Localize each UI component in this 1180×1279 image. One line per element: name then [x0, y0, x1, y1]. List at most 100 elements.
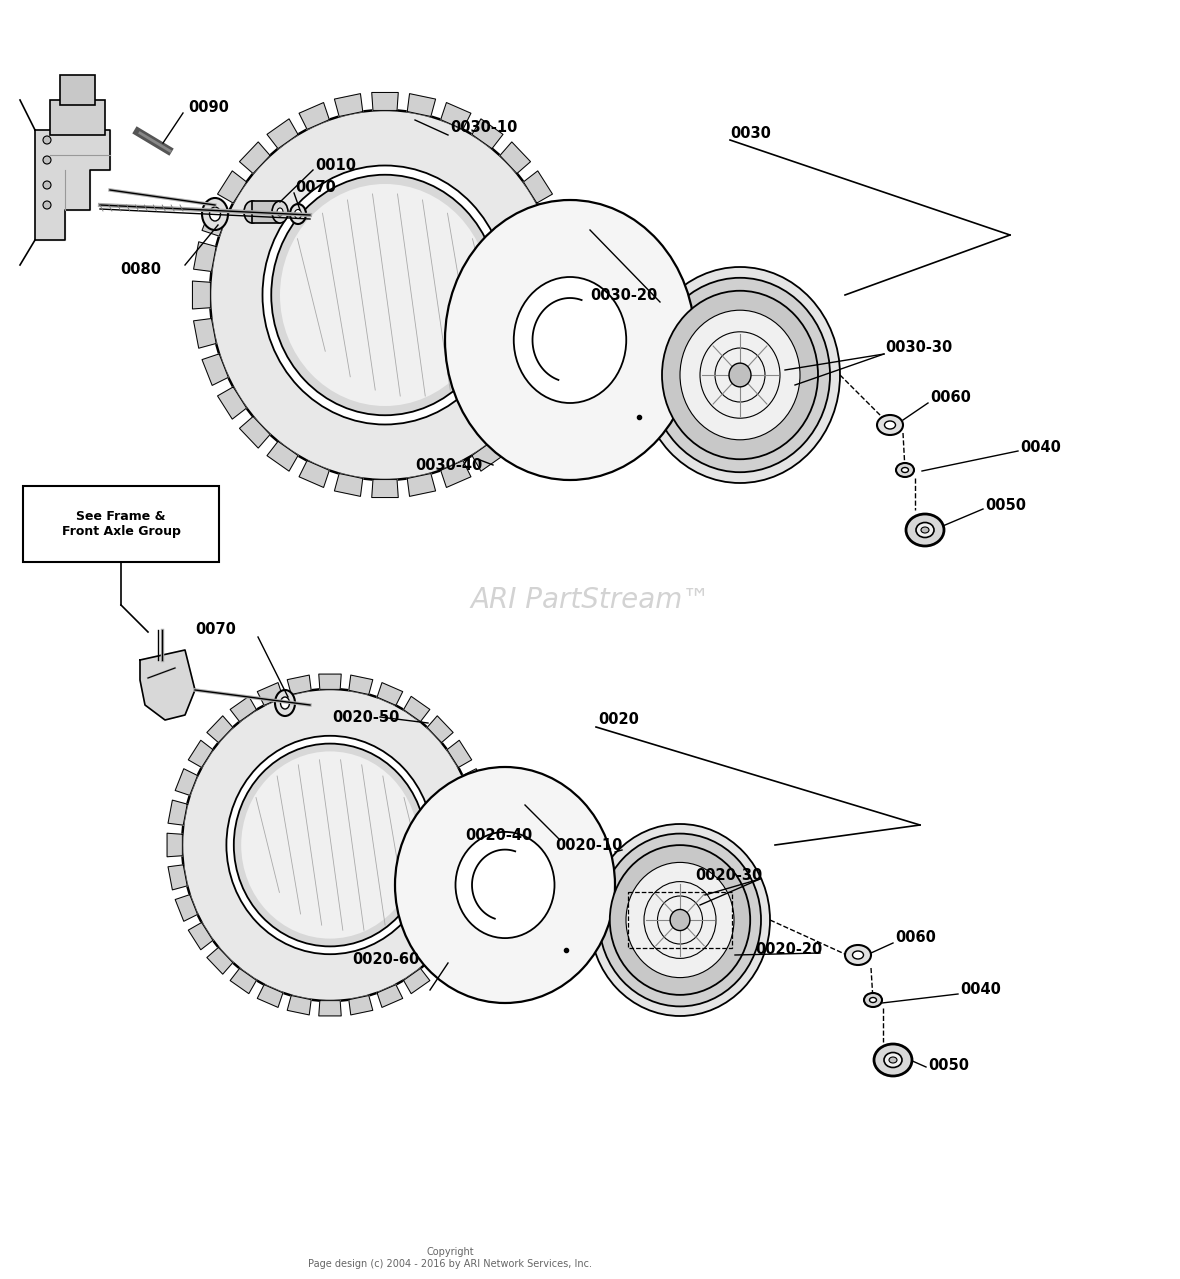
Ellipse shape — [599, 834, 761, 1007]
Bar — [253, 201, 280, 223]
Ellipse shape — [280, 184, 490, 405]
Polygon shape — [472, 119, 503, 148]
Polygon shape — [202, 205, 228, 237]
Text: 0030-40: 0030-40 — [415, 458, 483, 472]
Ellipse shape — [729, 363, 750, 386]
Polygon shape — [202, 354, 228, 385]
Ellipse shape — [210, 110, 560, 480]
Polygon shape — [319, 1000, 341, 1016]
Ellipse shape — [922, 527, 929, 533]
Polygon shape — [194, 242, 216, 271]
Ellipse shape — [640, 267, 840, 483]
Polygon shape — [257, 683, 283, 705]
Ellipse shape — [395, 767, 615, 1003]
Text: 0020-60: 0020-60 — [352, 953, 419, 967]
Ellipse shape — [662, 290, 818, 459]
Ellipse shape — [902, 468, 909, 472]
Ellipse shape — [271, 175, 499, 416]
Polygon shape — [175, 769, 197, 796]
Polygon shape — [427, 716, 453, 743]
Text: 0050: 0050 — [985, 498, 1025, 513]
Ellipse shape — [650, 278, 830, 472]
Text: 0050: 0050 — [927, 1058, 969, 1073]
Polygon shape — [299, 102, 329, 129]
Polygon shape — [168, 801, 188, 825]
Polygon shape — [287, 995, 312, 1016]
Polygon shape — [334, 93, 362, 116]
Polygon shape — [319, 674, 341, 689]
Polygon shape — [287, 675, 312, 694]
Polygon shape — [206, 716, 232, 743]
Ellipse shape — [906, 514, 944, 546]
Ellipse shape — [244, 201, 260, 223]
Ellipse shape — [877, 414, 903, 435]
Polygon shape — [404, 696, 430, 721]
Ellipse shape — [277, 208, 283, 216]
Polygon shape — [542, 205, 568, 237]
Text: 0010: 0010 — [315, 157, 356, 173]
Polygon shape — [473, 801, 492, 825]
FancyBboxPatch shape — [22, 486, 219, 561]
Polygon shape — [500, 417, 531, 448]
Circle shape — [42, 136, 51, 145]
Text: 0040: 0040 — [1020, 440, 1061, 454]
Polygon shape — [206, 948, 232, 975]
Polygon shape — [189, 922, 212, 950]
Polygon shape — [140, 650, 195, 720]
Bar — [628, 891, 732, 948]
Polygon shape — [440, 460, 471, 487]
Polygon shape — [407, 93, 435, 116]
Text: 0030-10: 0030-10 — [450, 120, 517, 136]
Polygon shape — [257, 985, 283, 1008]
Polygon shape — [230, 696, 256, 721]
Polygon shape — [349, 675, 373, 694]
Ellipse shape — [290, 203, 306, 224]
Text: 0070: 0070 — [295, 180, 336, 196]
Ellipse shape — [885, 421, 896, 428]
Text: Copyright
Page design (c) 2004 - 2016 by ARI Network Services, Inc.: Copyright Page design (c) 2004 - 2016 by… — [308, 1247, 592, 1269]
Ellipse shape — [916, 523, 935, 537]
Ellipse shape — [884, 1053, 902, 1068]
Bar — [50, 100, 105, 136]
Polygon shape — [440, 102, 471, 129]
Text: 0020-50: 0020-50 — [332, 711, 399, 725]
Polygon shape — [524, 171, 552, 203]
Polygon shape — [175, 895, 197, 921]
Ellipse shape — [852, 952, 864, 959]
Ellipse shape — [513, 278, 627, 403]
Text: 0060: 0060 — [930, 390, 971, 405]
Polygon shape — [194, 318, 216, 348]
Polygon shape — [35, 130, 110, 240]
Ellipse shape — [715, 348, 765, 402]
Ellipse shape — [889, 1056, 897, 1063]
Ellipse shape — [680, 311, 800, 440]
Polygon shape — [240, 142, 270, 174]
Text: 0020-30: 0020-30 — [695, 867, 762, 883]
Ellipse shape — [445, 200, 695, 480]
Ellipse shape — [227, 735, 433, 954]
Polygon shape — [404, 968, 430, 994]
Polygon shape — [267, 119, 299, 148]
Polygon shape — [168, 865, 188, 890]
Ellipse shape — [657, 897, 702, 944]
Ellipse shape — [610, 845, 750, 995]
Circle shape — [42, 156, 51, 164]
Text: 0080: 0080 — [120, 262, 160, 278]
Polygon shape — [463, 769, 485, 796]
Text: 0020-10: 0020-10 — [555, 838, 622, 853]
Polygon shape — [407, 473, 435, 496]
Ellipse shape — [262, 165, 507, 425]
Text: 0030-30: 0030-30 — [885, 340, 952, 356]
Ellipse shape — [870, 998, 877, 1003]
Text: 0020-20: 0020-20 — [755, 943, 822, 958]
Text: 0090: 0090 — [188, 101, 229, 115]
Text: 0020-40: 0020-40 — [465, 828, 532, 843]
Polygon shape — [217, 388, 247, 420]
Ellipse shape — [896, 463, 914, 477]
Polygon shape — [478, 833, 493, 857]
Text: 0060: 0060 — [894, 931, 936, 945]
Polygon shape — [447, 922, 472, 950]
Ellipse shape — [590, 824, 771, 1016]
Polygon shape — [240, 417, 270, 448]
Polygon shape — [349, 995, 373, 1016]
